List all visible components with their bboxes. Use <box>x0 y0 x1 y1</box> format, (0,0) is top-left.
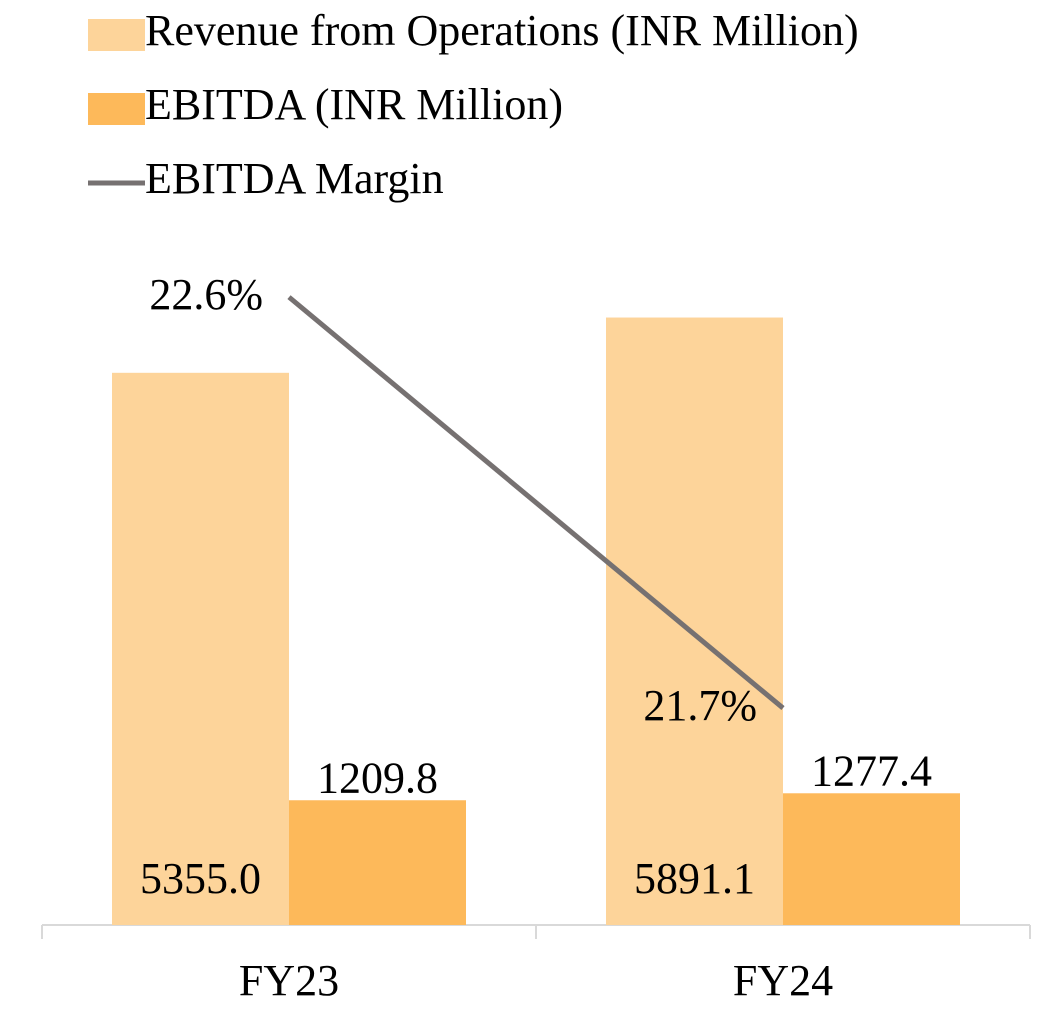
bar <box>783 793 960 925</box>
legend-swatch <box>88 19 145 51</box>
legend-label: EBITDA (INR Million) <box>145 80 563 129</box>
bar <box>606 317 783 926</box>
data-label: 21.7% <box>643 681 757 730</box>
data-label: 22.6% <box>149 270 263 319</box>
legend-label: Revenue from Operations (INR Million) <box>145 6 859 55</box>
data-label: 1209.8 <box>317 753 438 802</box>
data-label: 5891.1 <box>634 854 755 903</box>
x-tick-label: FY24 <box>733 956 833 1005</box>
legend-swatch <box>88 93 145 125</box>
data-label: 1277.4 <box>811 746 932 795</box>
legend-label: EBITDA Margin <box>145 154 444 203</box>
line <box>287 295 785 711</box>
bar <box>289 800 466 925</box>
data-label: 5355.0 <box>140 854 261 903</box>
bar <box>112 372 289 925</box>
x-tick-label: FY23 <box>239 956 339 1005</box>
